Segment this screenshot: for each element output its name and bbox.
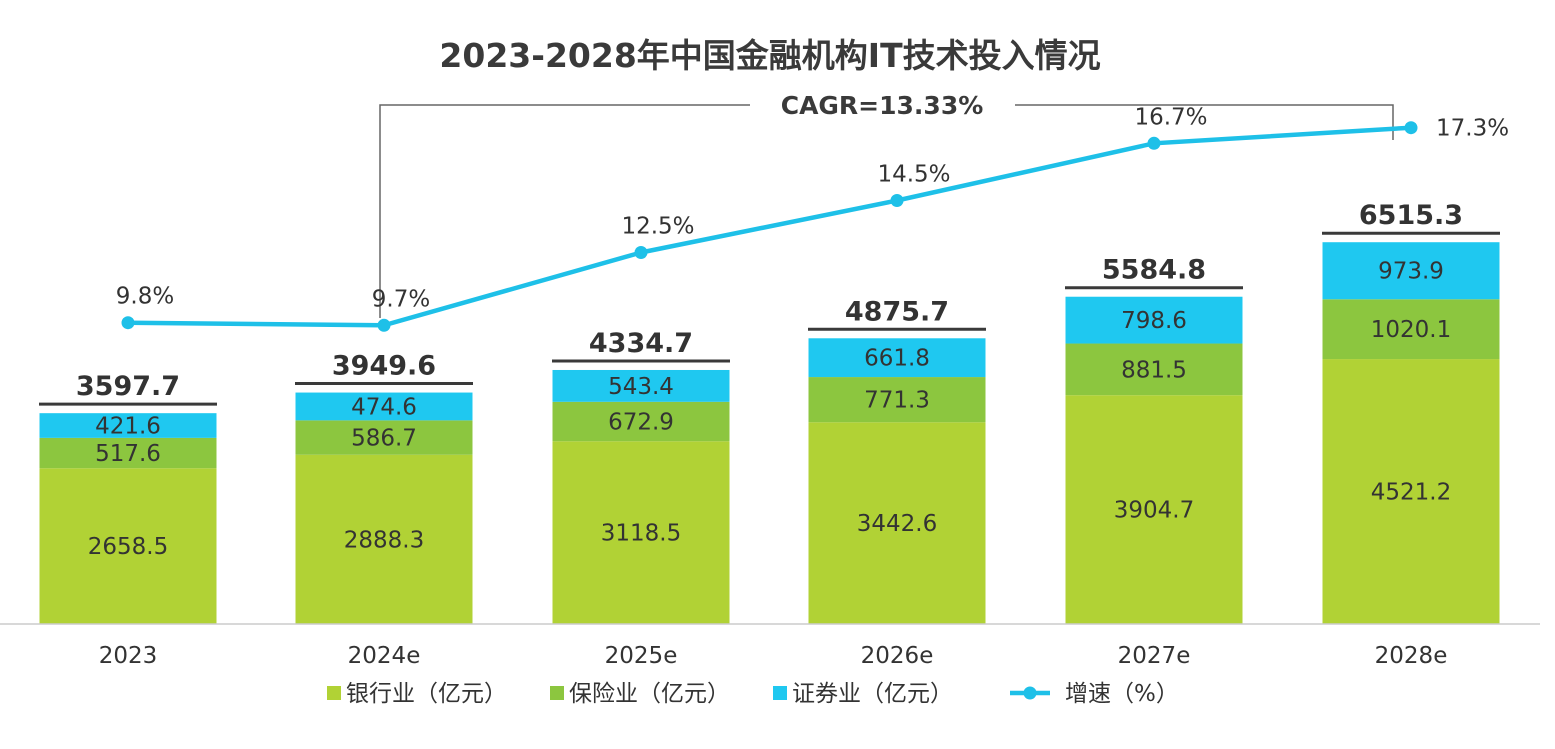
bar-segment: [295, 420, 473, 455]
bar-segment-label: 973.9: [1378, 259, 1444, 285]
bar-segment: [295, 392, 473, 421]
bar-segment-label: 543.4: [608, 374, 674, 400]
x-tick-label: 2024e: [348, 643, 421, 669]
bar-segment: [39, 413, 217, 438]
bar-segment-label: 2658.5: [88, 534, 168, 560]
growth-label: 9.7%: [372, 286, 430, 312]
bar-segment-label: 661.8: [864, 346, 930, 372]
bar-segment: [39, 437, 217, 469]
growth-label: 12.5%: [621, 214, 694, 240]
bar-segment: [1065, 343, 1243, 396]
bar-segment: [1322, 299, 1500, 360]
bar-segment: [1065, 296, 1243, 344]
bar-segment-label: 1020.1: [1371, 317, 1451, 343]
bar-segment: [552, 369, 730, 402]
x-tick-label: 2023: [99, 643, 158, 669]
bar-total-label: 3597.7: [76, 371, 180, 402]
x-tick-label: 2028e: [1375, 643, 1448, 669]
bar-segment: [552, 401, 730, 442]
bar-segment-label: 771.3: [864, 388, 930, 414]
bar-segment-label: 798.6: [1121, 308, 1187, 334]
bar-total-label: 5584.8: [1102, 255, 1206, 286]
bar-segment-label: 2888.3: [344, 527, 424, 553]
legend: 银行业（亿元） 保险业（亿元） 证券业（亿元） 增速（%）: [327, 681, 1179, 707]
growth-label: 16.7%: [1134, 104, 1207, 130]
legend-line-marker: [1023, 686, 1037, 700]
legend-label: 证券业（亿元）: [792, 681, 953, 707]
bar-segment-label: 881.5: [1121, 357, 1187, 383]
bar-total-label: 4875.7: [845, 296, 949, 327]
bar-segment: [808, 338, 986, 378]
bar-total-label: 3949.6: [332, 351, 436, 382]
bar-segment: [1322, 359, 1500, 624]
growth-label: 9.8%: [116, 284, 174, 310]
bar-segment: [1322, 242, 1500, 300]
bar-segment-label: 3904.7: [1114, 498, 1194, 524]
cagr-annotation: CAGR=13.33%: [781, 91, 984, 120]
bar-segment-label: 474.6: [351, 394, 417, 420]
bar-total-label: 6515.3: [1359, 200, 1463, 231]
growth-label: 17.3%: [1436, 116, 1509, 142]
growth-point: [1404, 121, 1418, 135]
bar-segment-label: 3442.6: [857, 511, 937, 537]
growth-point: [121, 316, 135, 330]
bar-segment-label: 517.6: [95, 441, 161, 467]
legend-label: 银行业（亿元）: [346, 681, 507, 707]
legend-swatch: [550, 686, 564, 700]
growth-line: [127, 125, 1412, 328]
bar-segment-label: 586.7: [351, 426, 417, 452]
bar-segment: [808, 377, 986, 423]
x-tick-label: 2026e: [861, 643, 934, 669]
legend-label: 保险业（亿元）: [569, 681, 730, 707]
bar-segment: [39, 468, 217, 624]
growth-point: [377, 318, 391, 332]
legend-swatch: [773, 686, 787, 700]
growth-line-group: 9.8% 9.7% 12.5% 14.5% 16.7% 17.3%: [116, 104, 1509, 332]
x-tick-group: 2023 2024e 2025e 2026e 2027e 2028e: [99, 643, 1448, 669]
legend-label: 增速（%）: [1065, 681, 1179, 707]
chart-title: 2023-2028年中国金融机构IT技术投入情况: [439, 36, 1100, 75]
bar-segment: [808, 422, 986, 624]
growth-label: 14.5%: [877, 162, 950, 188]
bar-segment: [295, 454, 473, 624]
growth-point: [634, 246, 648, 259]
legend-swatch: [327, 686, 341, 700]
bar-segment-label: 3118.5: [601, 521, 681, 547]
cagr-bracket-left: [379, 104, 750, 318]
x-tick-label: 2025e: [605, 643, 678, 669]
bar-total-label: 4334.7: [589, 328, 693, 359]
bar-segment-label: 672.9: [608, 410, 674, 436]
growth-point: [1147, 136, 1161, 150]
bar-segment: [1065, 395, 1243, 624]
bar-segment-label: 4521.2: [1371, 480, 1451, 506]
bar-segment-label: 421.6: [95, 414, 161, 440]
x-tick-label: 2027e: [1118, 643, 1191, 669]
bar-segment: [552, 441, 730, 624]
growth-point: [890, 194, 904, 207]
